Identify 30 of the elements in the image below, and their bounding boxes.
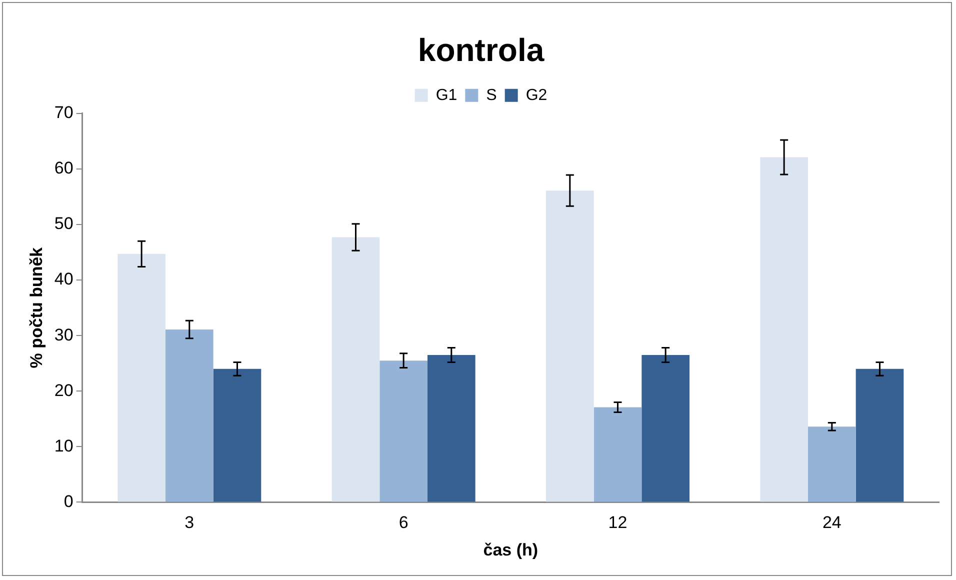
y-tick-label: 70 xyxy=(54,103,74,122)
bar xyxy=(642,355,690,502)
y-tick-label: 10 xyxy=(54,436,74,456)
y-axis-title: % počtu buněk xyxy=(26,246,46,368)
x-axis-title: čas (h) xyxy=(483,540,538,560)
legend-label: G1 xyxy=(436,86,458,104)
bar xyxy=(118,254,166,502)
y-tick-label: 60 xyxy=(54,158,74,178)
x-tick-label: 24 xyxy=(822,513,842,532)
y-tick-label: 0 xyxy=(64,492,74,511)
x-tick-label: 12 xyxy=(608,513,628,532)
bar xyxy=(856,368,904,502)
legend-label: S xyxy=(486,86,497,104)
y-tick-label: 50 xyxy=(54,214,74,234)
x-tick-label: 3 xyxy=(184,513,194,532)
chart-title: kontrola xyxy=(418,32,544,68)
x-tick-label: 6 xyxy=(398,513,408,532)
bar xyxy=(380,360,428,502)
bar xyxy=(546,190,594,502)
bar xyxy=(332,237,380,502)
y-tick-label: 40 xyxy=(54,270,74,289)
bar xyxy=(165,329,214,502)
bar xyxy=(808,426,856,502)
bar xyxy=(760,157,808,502)
bar xyxy=(213,368,262,502)
legend-label: G2 xyxy=(526,86,548,104)
y-tick-label: 20 xyxy=(54,380,74,400)
bar xyxy=(594,407,642,502)
bar xyxy=(427,355,476,502)
y-tick-label: 30 xyxy=(54,325,74,344)
